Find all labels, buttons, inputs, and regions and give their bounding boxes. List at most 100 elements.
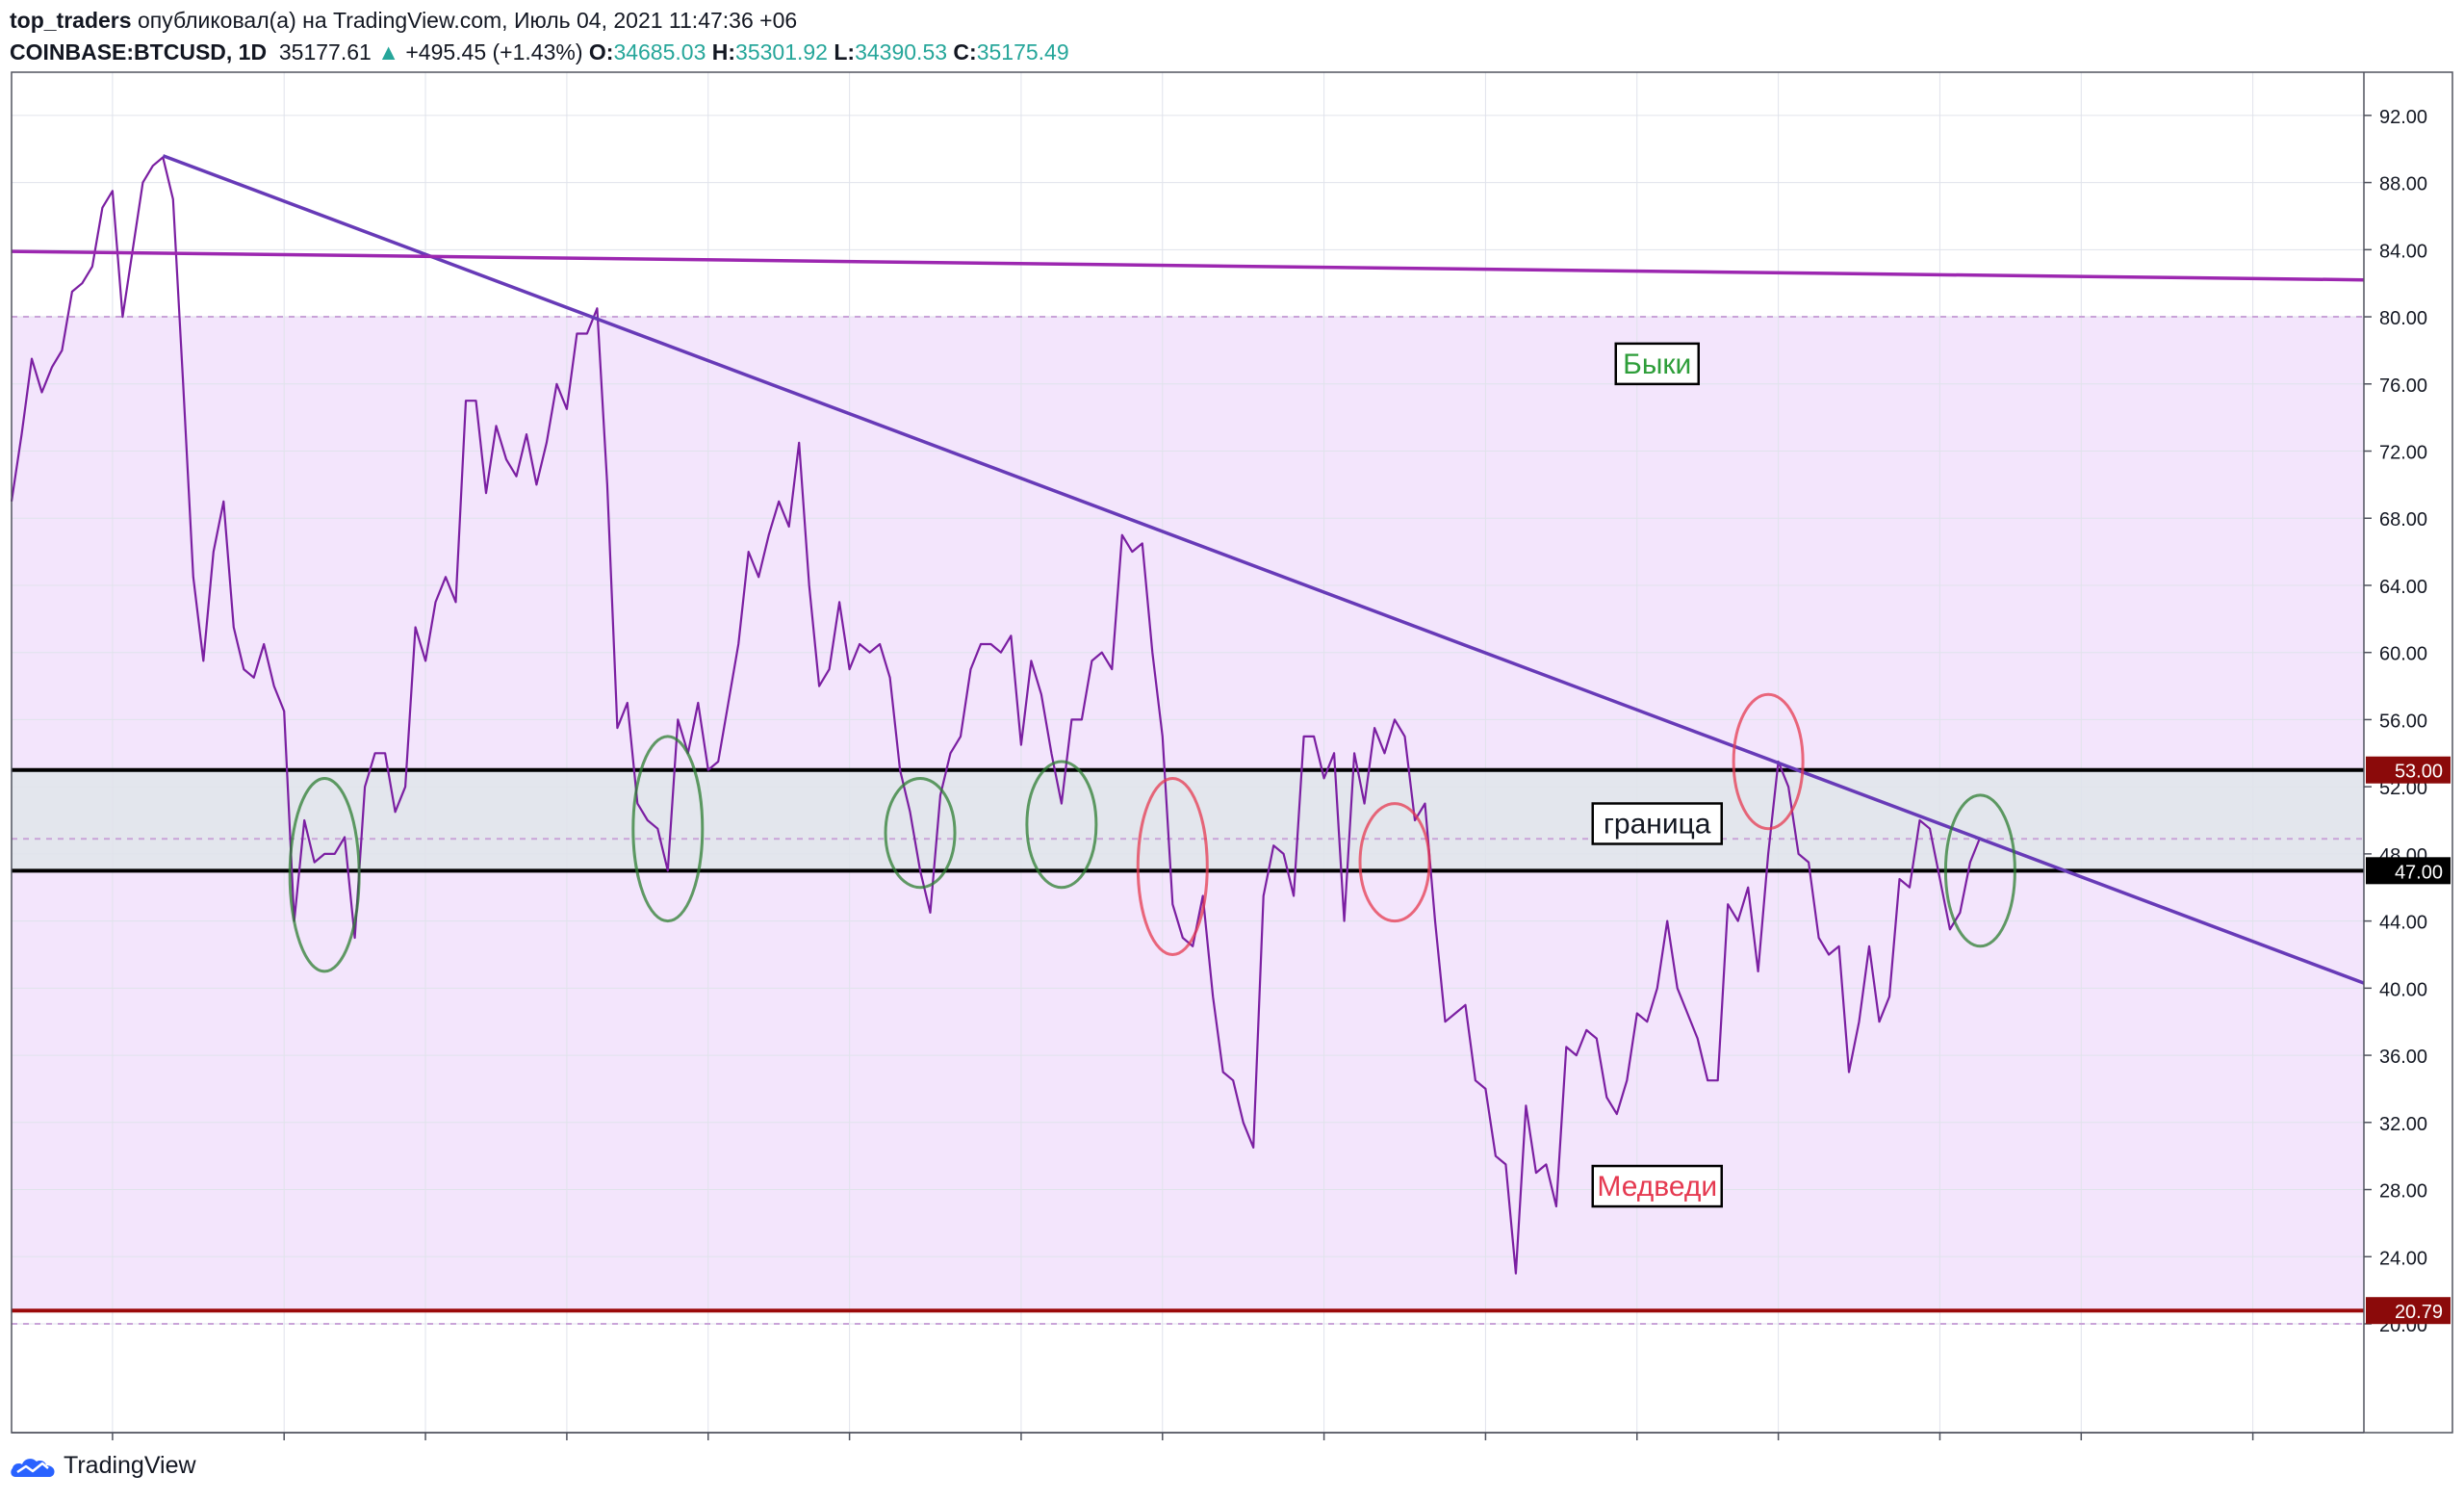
price-point-185 [1879,1021,1881,1022]
price-point-163 [1656,988,1658,990]
price-point-177 [1798,853,1800,855]
price-point-38 [395,812,397,814]
price-point-178 [1808,862,1810,864]
price-point-160 [1626,1079,1628,1081]
price-point-42 [435,602,437,604]
price-series-line-0 [10,156,1982,1275]
price-point-20 [213,551,215,553]
y-tick-label-15: 32.00 [2379,1114,2427,1135]
price-point-117 [1192,945,1194,947]
y-tick-label-8: 60.00 [2379,644,2427,665]
price-point-121 [1232,1079,1234,1081]
tradingview-footer[interactable]: TradingView [10,1452,196,1480]
price-point-139 [1414,819,1416,821]
price-point-61 [627,702,629,704]
low-value: 34390.53 [855,39,948,65]
price-chart[interactable]: Быки граница Медведи 92.00 88.00 84.00 80.00 7… [0,0,2464,1444]
price-point-24 [253,677,255,679]
price-point-148 [1505,1164,1507,1166]
price-point-165 [1677,988,1679,990]
price-point-11 [122,316,124,318]
open-value: 34685.03 [613,39,706,65]
price-point-32 [334,853,336,855]
price-point-63 [647,819,649,821]
price-point-66 [677,719,679,721]
marker-circle-0 [288,776,361,973]
y-tick-label-16: 28.00 [2379,1181,2427,1203]
price-point-54 [556,383,558,385]
price-point-7 [82,282,84,284]
price-point-179 [1818,937,1820,939]
open-label: O: [588,39,614,65]
high-value: 35301.92 [735,39,828,65]
price-point-2 [31,358,33,360]
y-tick-label-0: 92.00 [2379,107,2427,128]
price-point-145 [1475,1079,1476,1081]
price-point-74 [757,576,759,578]
price-point-151 [1535,1172,1537,1174]
price-point-167 [1697,1038,1699,1040]
price-point-162 [1646,1021,1648,1022]
price-point-12 [132,249,134,251]
price-point-46 [475,400,477,401]
price-point-166 [1686,1013,1688,1015]
published-text: опубликовал(а) на TradingView.com, Июль … [137,8,798,33]
price-point-101 [1031,660,1033,662]
price-point-82 [838,602,840,604]
price-point-112 [1142,543,1143,545]
close-value: 35175.49 [976,39,1069,65]
price-point-31 [323,853,325,855]
price-point-21 [222,501,224,503]
price-point-134 [1364,803,1366,805]
price-point-80 [818,686,820,687]
symbol-name[interactable]: COINBASE:BTCUSD, 1D [10,39,268,65]
price-point-110 [1121,534,1123,536]
price-point-36 [374,752,376,754]
price-point-157 [1596,1038,1598,1040]
y-tick-label-3: 80.00 [2379,308,2427,329]
y-tick-label-13: 40.00 [2379,979,2427,1000]
price-point-52 [536,484,538,486]
price-point-111 [1132,551,1134,553]
price-point-161 [1636,1013,1638,1015]
price-point-172 [1747,887,1749,889]
price-point-102 [1040,693,1042,695]
marker-circle-5 [1358,802,1431,923]
price-point-65 [667,870,669,872]
price-point-68 [697,702,699,704]
marker-circle-2 [884,776,957,890]
price-point-192 [1949,929,1951,931]
price-point-37 [384,752,386,754]
price-point-87 [889,677,891,679]
price-point-76 [778,501,780,503]
price-point-191 [1939,878,1941,880]
zones-layer [12,317,2364,1311]
trendlines-layer [11,154,2365,985]
price-point-90 [919,870,921,872]
price-point-173 [1758,970,1759,972]
price-point-22 [233,627,235,629]
price-point-136 [1384,752,1386,754]
price-point-48 [496,426,498,427]
price-point-176 [1787,786,1789,788]
price-point-170 [1727,903,1729,905]
author-name[interactable]: top_traders [10,8,132,33]
price-point-6 [71,291,73,293]
price-point-100 [1020,744,1022,746]
price-point-108 [1101,652,1103,654]
price-point-144 [1465,1004,1467,1006]
price-point-40 [415,627,417,629]
price-point-85 [869,652,871,654]
price-point-94 [960,736,962,738]
price-point-186 [1888,996,1890,997]
price-point-109 [1112,668,1114,670]
price-point-190 [1929,828,1931,830]
price-point-114 [1162,736,1164,738]
price-point-14 [152,165,154,167]
price-point-57 [586,333,588,335]
price-point-182 [1848,1072,1850,1074]
high-label: H: [711,39,736,65]
level-badge-label-2: 20.79 [2395,1302,2443,1323]
price-point-104 [1061,803,1063,805]
price-point-79 [808,584,810,586]
